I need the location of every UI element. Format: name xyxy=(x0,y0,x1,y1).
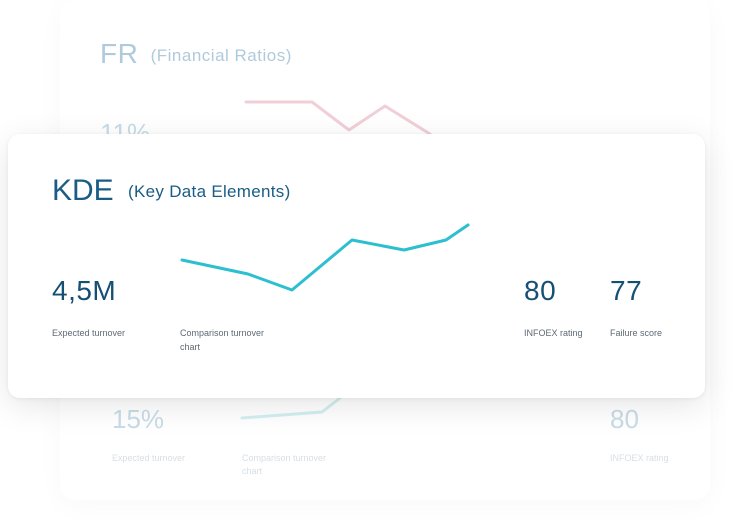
infoex-rating-label: INFOEX rating xyxy=(524,328,583,338)
infoex-rating-value: 80 xyxy=(610,404,639,434)
title-subtitle: (Financial Ratios) xyxy=(150,45,292,65)
back-line-series xyxy=(244,100,432,136)
infoex-rating-label: INFOEX rating xyxy=(610,453,669,463)
expected-turnover-value: 4,5M xyxy=(52,275,117,306)
title-abbrev: FR xyxy=(100,38,139,69)
back-teal-series xyxy=(240,396,342,420)
front-trend-chart xyxy=(180,223,470,292)
back-trend-chart xyxy=(240,100,432,420)
title-subtitle: (Key Data Elements) xyxy=(128,182,291,202)
expected-turnover-label: Expected turnover xyxy=(52,328,126,338)
comparison-turnover-label: Comparison turnover chart xyxy=(242,453,327,476)
title-abbrev: KDE xyxy=(52,174,114,207)
infoex-rating-value: 80 xyxy=(524,275,557,306)
expected-turnover-value: 15% xyxy=(112,404,165,434)
failure-score-value: 77 xyxy=(610,275,643,306)
expected-turnover-label: Expected turnover xyxy=(112,453,186,463)
comparison-turnover-label: Comparison turnover chart xyxy=(180,328,265,352)
card-title-fr: FR (Financial Ratios) xyxy=(100,38,292,70)
failure-score-label: Failure score xyxy=(610,328,663,338)
card-key-data-elements: KDE (Key Data Elements) 4,5M Expected tu… xyxy=(8,134,705,398)
front-line-series xyxy=(180,223,470,292)
card-title-kde: KDE (Key Data Elements) xyxy=(52,174,291,208)
